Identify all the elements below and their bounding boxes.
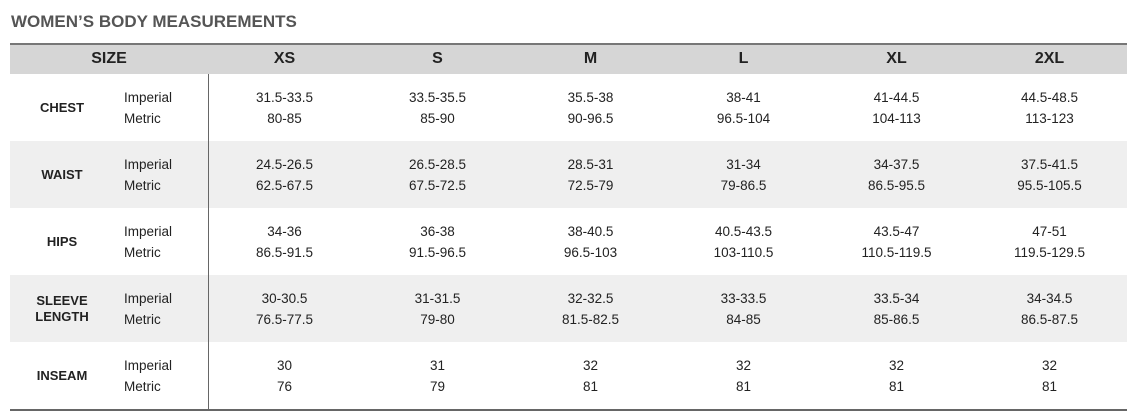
imperial-value: 33.5-35.5 (408, 90, 467, 105)
unit-label: Metric (124, 111, 161, 126)
metric-value: 81 (582, 379, 599, 394)
imperial-value: 37.5-41.5 (1020, 157, 1079, 172)
unit-label: Metric (124, 379, 161, 394)
metric-value: 84-85 (726, 312, 761, 327)
imperial-value: 33-33.5 (720, 291, 767, 306)
imperial-value: 33.5-34 (873, 291, 920, 306)
imperial-value: 43.5-47 (873, 224, 920, 239)
metric-value: 81 (888, 379, 905, 394)
metric-value: 95.5-105.5 (1017, 178, 1082, 193)
imperial-value: 40.5-43.5 (714, 224, 773, 239)
row-bg (10, 342, 1127, 409)
row-label: INSEAM (14, 342, 110, 409)
unit-label: Imperial (124, 224, 173, 239)
divider (208, 74, 209, 409)
imperial-value: 38-40.5 (567, 224, 614, 239)
size-header: L (738, 50, 749, 67)
imperial-value: 34-36 (267, 224, 302, 239)
metric-value: 76.5-77.5 (255, 312, 314, 327)
unit-label: Imperial (124, 157, 173, 172)
unit-label: Imperial (124, 90, 173, 105)
unit-label: Imperial (124, 358, 173, 373)
row-label-text: INSEAM (36, 367, 88, 383)
metric-value: 67.5-72.5 (408, 178, 467, 193)
unit-label: Imperial (124, 291, 173, 306)
imperial-value: 32 (582, 358, 599, 373)
metric-value: 81.5-82.5 (561, 312, 620, 327)
metric-value: 103-110.5 (713, 245, 774, 260)
metric-value: 96.5-103 (563, 245, 618, 260)
metric-value: 81 (735, 379, 752, 394)
imperial-value: 31.5-33.5 (255, 90, 314, 105)
metric-value: 113-123 (1025, 111, 1074, 126)
metric-value: 79 (429, 379, 446, 394)
metric-value: 119.5-129.5 (1013, 245, 1086, 260)
imperial-value: 24.5-26.5 (255, 157, 314, 172)
imperial-value: 36-38 (420, 224, 455, 239)
metric-value: 81 (1041, 379, 1058, 394)
metric-value: 79-86.5 (720, 178, 767, 193)
metric-value: 110.5-119.5 (861, 245, 932, 260)
imperial-value: 34-34.5 (1026, 291, 1073, 306)
row-label-text: SLEEVE LENGTH (35, 292, 89, 324)
row-label: SLEEVE LENGTH (14, 275, 110, 342)
metric-value: 91.5-96.5 (408, 245, 467, 260)
row-label: WAIST (14, 141, 110, 208)
imperial-value: 32-32.5 (567, 291, 614, 306)
imperial-value: 38-41 (726, 90, 761, 105)
imperial-value: 31-31.5 (414, 291, 461, 306)
unit-label: Metric (124, 245, 161, 260)
imperial-value: 35.5-38 (567, 90, 614, 105)
imperial-value: 32 (735, 358, 752, 373)
row-label-text: WAIST (41, 166, 83, 182)
metric-value: 85-90 (420, 111, 455, 126)
metric-value: 72.5-79 (567, 178, 614, 193)
row-bg (10, 141, 1127, 208)
row-label: HIPS (14, 208, 110, 275)
title: WOMEN’S BODY MEASUREMENTS (11, 12, 297, 31)
metric-value: 90-96.5 (567, 111, 614, 126)
imperial-value: 31-34 (726, 157, 761, 172)
imperial-value: 41-44.5 (873, 90, 920, 105)
metric-value: 86.5-95.5 (867, 178, 926, 193)
imperial-value: 31 (429, 358, 446, 373)
header-bg (10, 43, 1127, 74)
metric-value: 76 (276, 379, 293, 394)
imperial-value: 32 (1041, 358, 1058, 373)
row-bg (10, 275, 1127, 342)
size-header: M (583, 50, 598, 67)
row-label: CHEST (14, 74, 110, 141)
unit-label: Metric (124, 312, 161, 327)
size-header: 2XL (1034, 50, 1065, 67)
imperial-value: 47-51 (1032, 224, 1067, 239)
metric-value: 62.5-67.5 (255, 178, 314, 193)
imperial-value: 30 (276, 358, 293, 373)
size-header: SIZE (91, 50, 127, 67)
unit-label: Metric (124, 178, 161, 193)
imperial-value: 34-37.5 (873, 157, 920, 172)
imperial-value: 26.5-28.5 (408, 157, 467, 172)
row-label-text: CHEST (39, 99, 85, 115)
metric-value: 86.5-91.5 (255, 245, 314, 260)
bottom-rule (10, 409, 1127, 411)
size-header: XL (886, 50, 907, 67)
imperial-value: 44.5-48.5 (1020, 90, 1079, 105)
metric-value: 80-85 (267, 111, 302, 126)
imperial-value: 30-30.5 (261, 291, 308, 306)
size-header: S (432, 50, 443, 67)
metric-value: 96.5-104 (716, 111, 771, 126)
metric-value: 79-80 (420, 312, 455, 327)
row-bg (10, 208, 1127, 275)
metric-value: 85-86.5 (873, 312, 920, 327)
row-label-text: HIPS (46, 233, 78, 249)
imperial-value: 28.5-31 (567, 157, 614, 172)
metric-value: 86.5-87.5 (1020, 312, 1079, 327)
size-header: XS (273, 50, 296, 67)
metric-value: 104-113 (872, 111, 921, 126)
imperial-value: 32 (888, 358, 905, 373)
row-bg (10, 74, 1127, 141)
